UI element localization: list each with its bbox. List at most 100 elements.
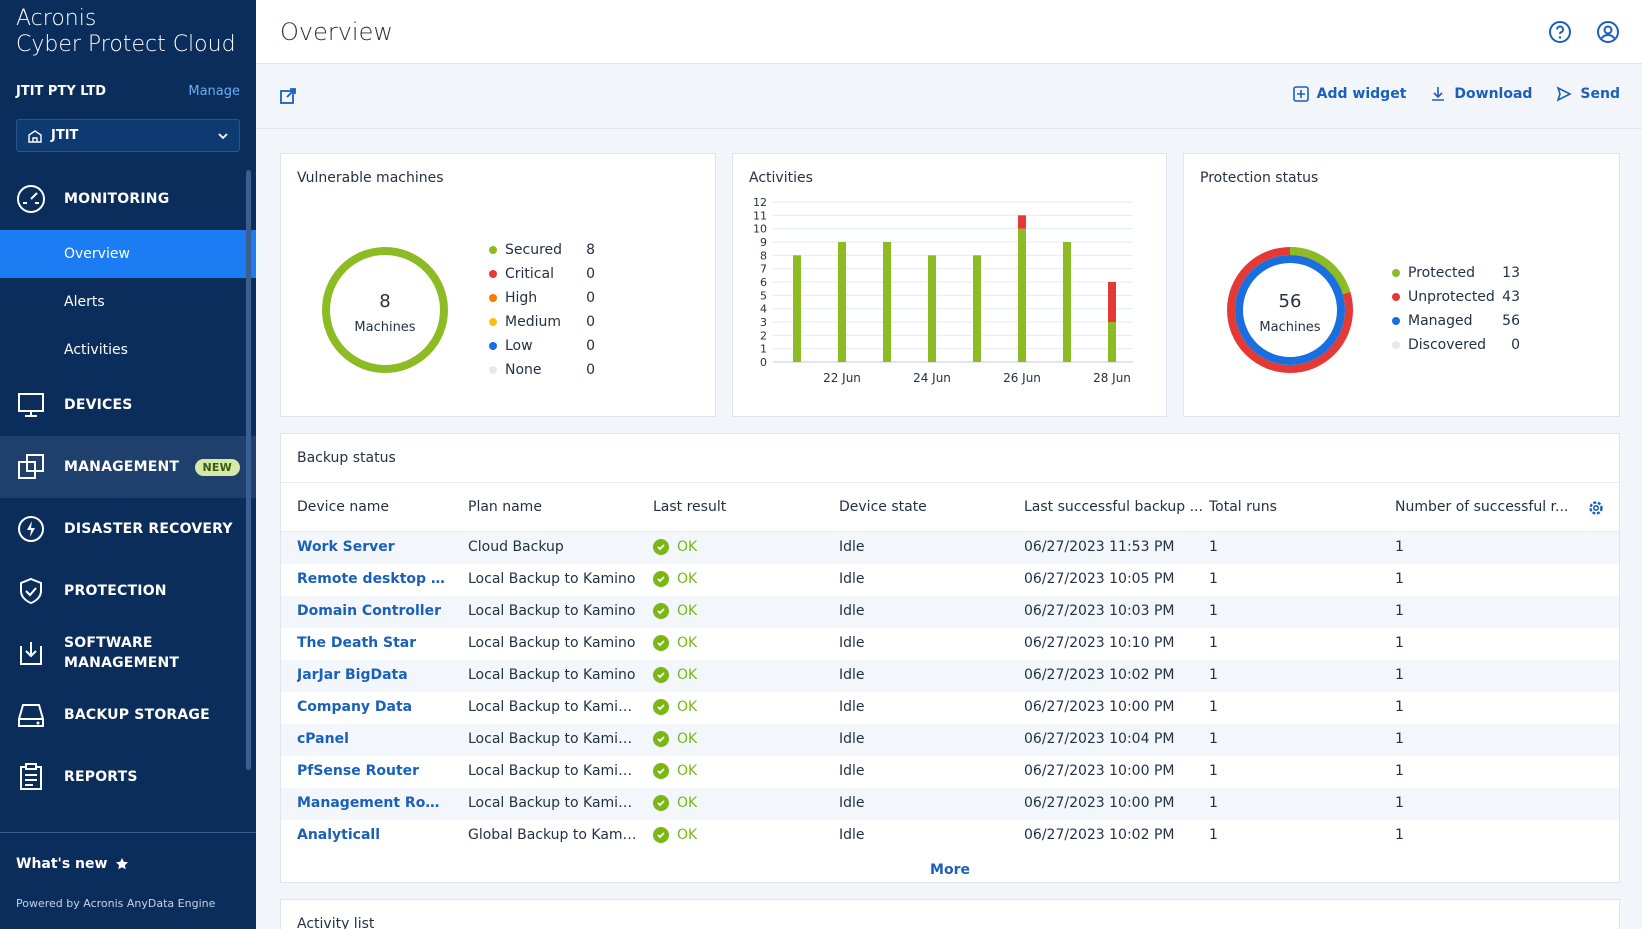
gear-icon[interactable] xyxy=(1587,499,1605,517)
brand-logo[interactable]: Acronis Cyber Protect Cloud xyxy=(16,6,236,58)
table-row[interactable]: The Death Star Local Backup to Kamino OK Id… xyxy=(281,628,1619,660)
cell-device-name[interactable]: Company Data xyxy=(297,699,413,715)
bar[interactable] xyxy=(1108,282,1116,322)
cell-plan-name: Local Backup to Kamino... xyxy=(468,731,638,747)
col-total-runs[interactable]: Total runs xyxy=(1209,499,1277,515)
col-plan-name[interactable]: Plan name xyxy=(468,499,542,515)
whats-new-link[interactable]: What's new xyxy=(16,856,129,872)
sidebar-scrollbar[interactable] xyxy=(246,170,251,770)
legend-dot xyxy=(489,366,497,374)
col-device-state[interactable]: Device state xyxy=(839,499,927,515)
more-link[interactable]: More xyxy=(930,862,970,878)
legend-row: High 0 xyxy=(489,286,595,310)
nav-software-management[interactable]: SOFTWARE MANAGEMENT xyxy=(0,622,256,684)
cell-device-name[interactable]: Analyticall xyxy=(297,827,381,843)
cell-last-successful: 06/27/2023 10:05 PM xyxy=(1024,571,1175,587)
whats-new-label: What's new xyxy=(16,856,108,872)
check-icon xyxy=(653,539,669,555)
download-label: Download xyxy=(1454,86,1533,102)
protection-count: 56 xyxy=(1279,291,1302,312)
table-row[interactable]: JarJar BigData Local Backup to Kamino OK Id… xyxy=(281,660,1619,692)
widget-title: Vulnerable machines xyxy=(297,170,444,186)
cell-device-name[interactable]: Domain Controller xyxy=(297,603,441,619)
cell-device-name[interactable]: PfSense Router xyxy=(297,763,420,779)
widget-title: Protection status xyxy=(1200,170,1319,186)
help-icon[interactable] xyxy=(1548,20,1572,44)
cell-device-name[interactable]: Work Server xyxy=(297,539,395,555)
vulnerable-unit: Machines xyxy=(354,320,415,335)
nav-reports[interactable]: REPORTS xyxy=(0,746,256,808)
table-row[interactable]: Work Server Cloud Backup OK Idle 06/27/2023 … xyxy=(281,532,1619,564)
bar[interactable] xyxy=(1063,242,1071,362)
fullscreen-icon[interactable] xyxy=(278,86,298,106)
cell-device-state: Idle xyxy=(839,731,865,747)
bar[interactable] xyxy=(883,242,891,362)
bar[interactable] xyxy=(793,255,801,362)
cell-successful-runs: 1 xyxy=(1395,603,1404,619)
result-text: OK xyxy=(677,667,698,683)
nav-monitoring[interactable]: MONITORING xyxy=(0,168,256,230)
nav-label: SOFTWARE MANAGEMENT xyxy=(64,633,179,673)
nav-protection[interactable]: PROTECTION xyxy=(0,560,256,622)
cell-device-name[interactable]: The Death Star xyxy=(297,635,417,651)
cell-device-name[interactable]: JarJar BigData xyxy=(297,667,408,683)
nav-devices[interactable]: DEVICES xyxy=(0,374,256,436)
powered-by: Powered by Acronis AnyData Engine xyxy=(16,897,216,910)
nav-backup-storage[interactable]: BACKUP STORAGE xyxy=(0,684,256,746)
nav-disaster-recovery[interactable]: DISASTER RECOVERY xyxy=(0,498,256,560)
y-tick-label: 5 xyxy=(760,289,767,302)
cell-plan-name: Global Backup to Kamin... xyxy=(468,827,638,843)
y-tick-label: 6 xyxy=(760,276,767,289)
legend-label: Discovered xyxy=(1408,337,1487,353)
download-button[interactable]: Download xyxy=(1430,86,1532,102)
bar[interactable] xyxy=(838,242,846,362)
table-row[interactable]: Management Router Local Backup to Kamino.… xyxy=(281,788,1619,820)
account-icon[interactable] xyxy=(1596,20,1620,44)
nav-activities[interactable]: Activities xyxy=(64,342,128,358)
lightning-icon xyxy=(16,514,46,544)
legend-value: 0 xyxy=(586,314,595,330)
col-successful-runs[interactable]: Number of successful r... xyxy=(1395,499,1569,515)
legend-value: 13 xyxy=(1502,265,1520,281)
col-last-successful[interactable]: Last successful backup ... xyxy=(1024,499,1203,515)
cell-last-result: OK xyxy=(653,539,697,555)
cell-device-name[interactable]: Management Router xyxy=(297,795,447,811)
cell-successful-runs: 1 xyxy=(1395,827,1404,843)
table-row[interactable]: cPanel Local Backup to Kamino... OK Idle 06/… xyxy=(281,724,1619,756)
nav-overview[interactable]: Overview xyxy=(0,230,256,278)
bar[interactable] xyxy=(1018,215,1026,229)
cell-last-result: OK xyxy=(653,763,697,779)
send-button[interactable]: Send xyxy=(1556,86,1620,102)
table-row[interactable]: Domain Controller Local Backup to Kamino O… xyxy=(281,596,1619,628)
add-widget-label: Add widget xyxy=(1316,86,1407,102)
bar[interactable] xyxy=(1108,322,1116,362)
col-device-name[interactable]: Device name xyxy=(297,499,390,515)
manage-link[interactable]: Manage xyxy=(188,84,240,99)
bar[interactable] xyxy=(973,255,981,362)
protection-status-widget: Protection status 56 Machines Protected 1… xyxy=(1183,153,1620,417)
nav-label: DEVICES xyxy=(64,397,133,413)
table-row[interactable]: Remote desktop ser... Local Backup to Kam… xyxy=(281,564,1619,596)
tenant-selector[interactable]: JTIT xyxy=(16,119,240,152)
y-tick-label: 1 xyxy=(760,343,767,356)
nav-alerts[interactable]: Alerts xyxy=(64,294,105,310)
cell-device-name[interactable]: cPanel xyxy=(297,731,349,747)
cell-last-successful: 06/27/2023 10:02 PM xyxy=(1024,827,1175,843)
bar[interactable] xyxy=(1018,228,1026,362)
col-last-result[interactable]: Last result xyxy=(653,499,727,515)
result-text: OK xyxy=(677,635,698,651)
hard-drive-icon xyxy=(16,700,46,730)
cell-total-runs: 1 xyxy=(1209,795,1218,811)
cell-successful-runs: 1 xyxy=(1395,731,1404,747)
bar[interactable] xyxy=(928,255,936,362)
org-row: JTIT PTY LTD Manage xyxy=(16,84,240,99)
legend-row: Secured 8 xyxy=(489,238,595,262)
cell-device-name[interactable]: Remote desktop ser... xyxy=(297,571,447,587)
add-widget-button[interactable]: Add widget xyxy=(1292,86,1407,102)
vulnerable-legend: Secured 8 Critical 0 High 0 Medium 0 Low 0 No… xyxy=(489,238,595,382)
table-row[interactable]: Analyticall Global Backup to Kamin... OK Id… xyxy=(281,820,1619,852)
table-row[interactable]: PfSense Router Local Backup to Kamino... O… xyxy=(281,756,1619,788)
table-row[interactable]: Company Data Local Backup to Kamino... OK I… xyxy=(281,692,1619,724)
nav-management[interactable]: MANAGEMENT NEW xyxy=(0,436,256,498)
chevron-down-icon xyxy=(218,132,228,139)
